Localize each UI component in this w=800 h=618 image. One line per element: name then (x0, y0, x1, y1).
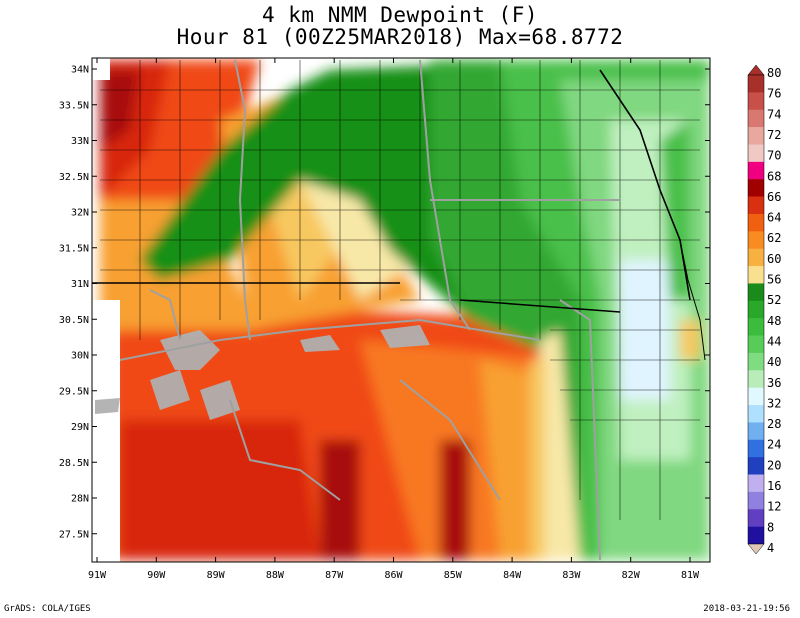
colorbar-label: 44 (767, 334, 781, 348)
lon-label: 87W (325, 570, 344, 581)
colorbar-label: 36 (767, 376, 781, 390)
colorbar-swatch (748, 266, 764, 284)
colorbar-swatch (748, 491, 764, 510)
longitude-axis: 91W 90W 89W 88W 87W 86W 85W 84W 83W 82W 81W (88, 58, 700, 581)
colorbar-swatch (748, 196, 764, 215)
lat-label: 31N (71, 279, 89, 290)
colorbar-swatch (748, 75, 764, 93)
lat-label: 30N (71, 351, 89, 362)
colorbar-label: 60 (767, 252, 781, 266)
lat-label: 33N (71, 136, 89, 147)
colorbar-label: 52 (767, 293, 781, 307)
colorbar-swatch (748, 352, 764, 371)
lon-label: 86W (384, 570, 403, 581)
lon-label: 90W (147, 570, 166, 581)
colorbar-label: 72 (767, 128, 781, 142)
lat-label: 29N (71, 422, 89, 433)
colorbar-swatch (748, 127, 764, 145)
colorbar-swatch (748, 405, 764, 423)
lon-label: 91W (88, 570, 107, 581)
lon-label: 84W (503, 570, 522, 581)
colorbar-swatch (748, 370, 764, 388)
lon-label: 81W (681, 570, 700, 581)
colorbar-swatch (748, 335, 764, 354)
colorbar-label: 24 (767, 438, 781, 452)
colorbar-swatch (748, 283, 764, 302)
colorbar-label: 62 (767, 231, 781, 245)
footer-timestamp: 2018-03-21-19:56 (703, 604, 790, 614)
colorbar-swatch (748, 457, 764, 475)
water-bodies (95, 325, 430, 420)
lat-label: 32.5N (59, 172, 89, 183)
colorbar-label: 12 (767, 500, 781, 514)
colorbar-swatch (748, 109, 764, 128)
fl-ga-border (459, 299, 621, 313)
colorbar-label: 74 (767, 107, 781, 121)
colorbar-swatch (748, 509, 764, 527)
colorbar-label: 56 (767, 273, 781, 287)
colorbar-swatch (748, 474, 764, 493)
colorbar-label: 64 (767, 211, 781, 225)
colorbar-bottom-arrow (747, 543, 765, 555)
dewpoint-field (92, 58, 710, 562)
colorbar-label: 8 (767, 520, 774, 534)
colorbar: 8076747270686664626056524844403632282420… (747, 64, 781, 555)
map-subtitle: Hour 81 (00Z25MAR2018) Max=68.8772 (176, 25, 624, 49)
colorbar-swatch (748, 92, 764, 111)
lat-label: 27.5N (59, 529, 89, 540)
lon-label: 85W (444, 570, 463, 581)
lat-label: 33.5N (59, 100, 89, 111)
colorbar-swatch (748, 248, 764, 267)
lat-label: 28N (71, 494, 89, 505)
colorbar-swatch (748, 161, 764, 180)
colorbar-top-arrow (747, 64, 765, 76)
colorbar-swatch (748, 422, 764, 441)
colorbar-label: 20 (767, 458, 781, 472)
colorbar-swatch (748, 439, 764, 458)
footer-credit: GrADS: COLA/IGES (4, 604, 91, 614)
colorbar-label: 28 (767, 417, 781, 431)
state-lines (119, 59, 620, 561)
colorbar-label: 66 (767, 190, 781, 204)
latitude-axis: 34N 33.5N 33N 32.5N 32N 31.5N 31N 30.5N 30N 29.5N… (59, 65, 710, 540)
colorbar-swatch (748, 387, 764, 406)
colorbar-swatch (748, 526, 764, 545)
colorbar-swatch (748, 213, 764, 232)
map-title: 4 km NMM Dewpoint (F) (261, 3, 538, 27)
colorbar-swatch (748, 231, 764, 250)
colorbar-label: 76 (767, 87, 781, 101)
lon-label: 83W (562, 570, 581, 581)
colorbar-swatch (748, 300, 764, 319)
lon-label: 82W (622, 570, 641, 581)
colorbar-swatch (748, 144, 764, 163)
lat-label: 28.5N (59, 458, 89, 469)
colorbar-label: 70 (767, 149, 781, 163)
lat-label: 29.5N (59, 386, 89, 397)
lat-label: 31.5N (59, 243, 89, 254)
colorbar-label: 32 (767, 396, 781, 410)
colorbar-label: 48 (767, 314, 781, 328)
lat-label: 32N (71, 208, 89, 219)
lon-label: 89W (207, 570, 226, 581)
colorbar-swatch (748, 318, 764, 336)
map-frame (91, 57, 711, 563)
colorbar-swatch (748, 179, 764, 197)
lat-label: 34N (71, 65, 89, 76)
colorbar-label: 68 (767, 169, 781, 183)
colorbar-label: 80 (767, 66, 781, 80)
colorbar-label: 16 (767, 479, 781, 493)
lat-label: 30.5N (59, 315, 89, 326)
lon-label: 88W (266, 570, 285, 581)
colorbar-label: 4 (767, 541, 774, 555)
coastline-fl-east (679, 239, 706, 361)
colorbar-label: 40 (767, 355, 781, 369)
